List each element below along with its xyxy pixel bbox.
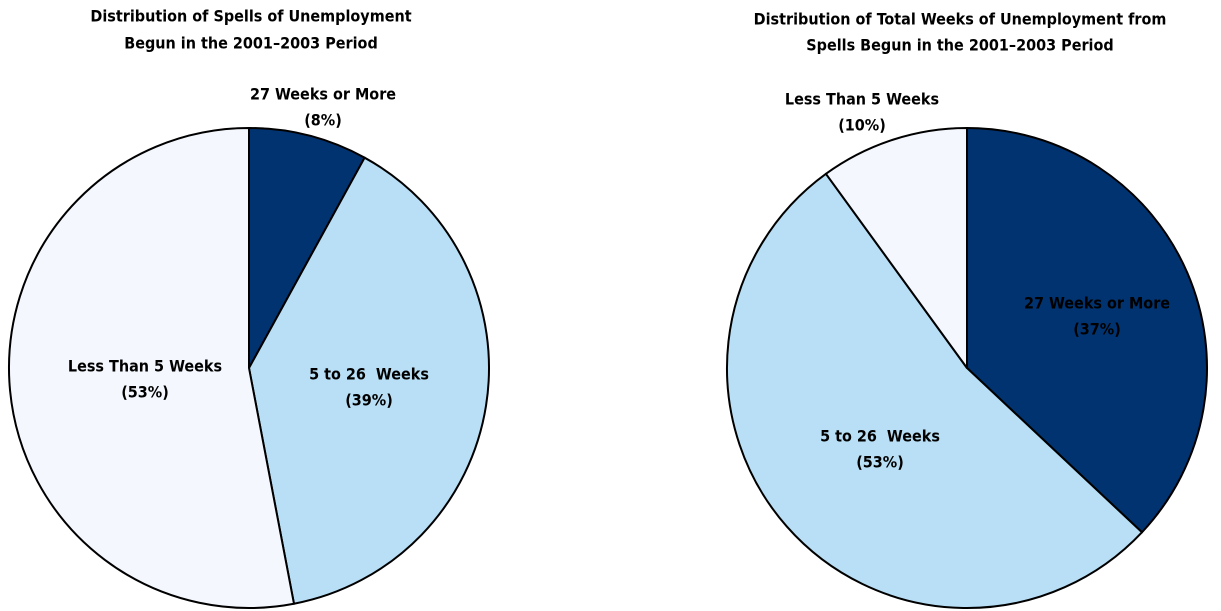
pie-slice — [824, 127, 968, 369]
pie-slice — [248, 156, 490, 605]
slice-label: Less Than 5 Weeks — [785, 90, 939, 109]
chart-title: Distribution of Spells of Unemployment — [90, 7, 411, 26]
pie-slice — [726, 172, 1143, 609]
slice-label: 5 to 26 Weeks — [309, 365, 429, 384]
chart-title: Begun in the 2001–2003 Period — [124, 34, 378, 53]
chart-title: Distribution of Total Weeks of Unemploym… — [754, 10, 1167, 29]
slice-label: 27 Weeks or More — [250, 85, 396, 104]
slice-value-label: (53%) — [121, 383, 169, 402]
pie-slice — [248, 127, 366, 369]
slice-label: 27 Weeks or More — [1024, 294, 1170, 313]
pie-slice — [8, 127, 295, 609]
slice-value-label: (8%) — [304, 111, 342, 130]
slice-label: Less Than 5 Weeks — [68, 357, 222, 376]
slice-value-label: (39%) — [345, 391, 393, 410]
chart-title: Spells Begun in the 2001–2003 Period — [806, 36, 1113, 55]
slice-value-label: (10%) — [838, 116, 886, 135]
slice-value-label: (37%) — [1073, 320, 1121, 339]
slice-label: 5 to 26 Weeks — [820, 427, 940, 446]
slice-value-label: (53%) — [856, 453, 904, 472]
pie-slice — [966, 127, 1208, 534]
